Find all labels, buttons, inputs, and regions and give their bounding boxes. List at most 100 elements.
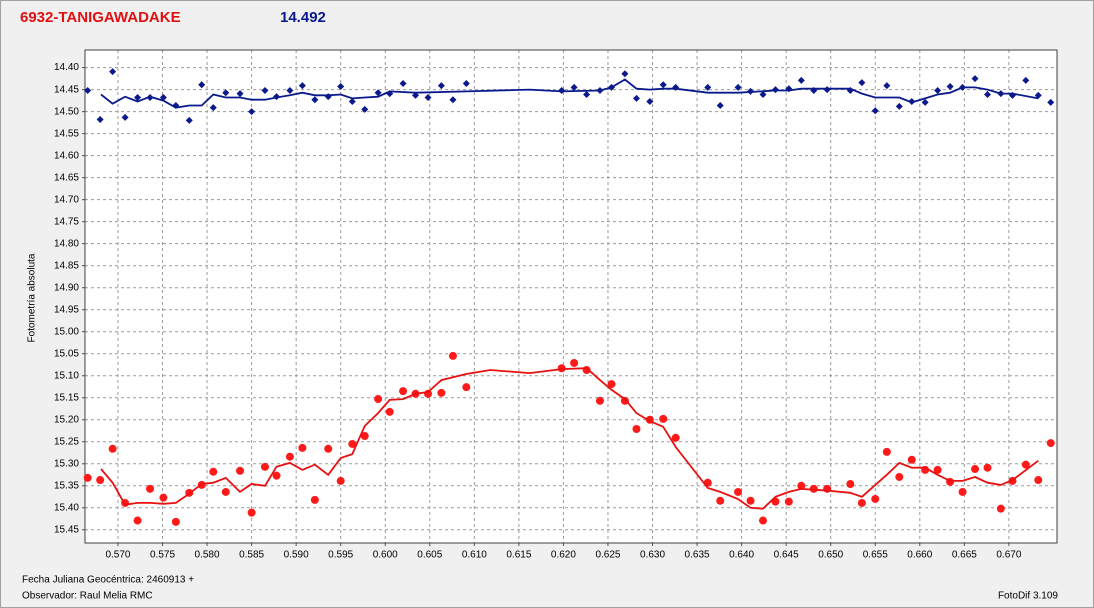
data-point [248, 108, 256, 116]
data-point [83, 473, 92, 482]
chart-subtitle: 14.492 [280, 9, 326, 26]
data-point [261, 86, 269, 94]
data-point [632, 94, 640, 102]
data-point [336, 476, 345, 485]
data-point [399, 79, 407, 87]
x-tick-label: 0.670 [996, 550, 1021, 561]
data-point [946, 83, 954, 91]
x-tick-label: 0.625 [595, 550, 620, 561]
data-point [385, 407, 394, 416]
data-point [759, 90, 767, 98]
data-point [1046, 439, 1055, 448]
x-tick-label: 0.605 [417, 550, 442, 561]
data-point [758, 516, 767, 525]
data-point [399, 387, 408, 396]
data-point [1034, 476, 1043, 485]
data-point [784, 497, 793, 506]
data-point [360, 432, 369, 441]
x-tick-label: 0.655 [863, 550, 888, 561]
x-tick-label: 0.615 [506, 550, 531, 561]
x-tick-label: 0.610 [462, 550, 487, 561]
data-point [858, 79, 866, 87]
data-point [133, 516, 142, 525]
chart-title: 6932-TANIGAWADAKE [20, 9, 181, 26]
data-point [236, 466, 245, 475]
data-point [109, 68, 117, 76]
y-tick-label: 14.85 [54, 260, 79, 271]
data-point [857, 498, 866, 507]
data-point [222, 89, 230, 97]
x-tick-label: 0.620 [551, 550, 576, 561]
data-point [734, 83, 742, 91]
data-point [437, 82, 445, 90]
data-point [198, 81, 206, 89]
x-tick-label: 0.585 [239, 550, 264, 561]
data-point [716, 101, 724, 109]
y-tick-label: 14.50 [54, 106, 79, 117]
y-tick-label: 14.70 [54, 194, 79, 205]
trend-line [100, 367, 1039, 510]
data-point [595, 396, 604, 405]
data-point [374, 89, 382, 97]
data-point [570, 83, 578, 91]
data-point [96, 116, 104, 124]
data-point [996, 504, 1005, 513]
data-point [448, 351, 457, 360]
data-point [247, 508, 256, 517]
data-point [348, 98, 356, 106]
x-tick-label: 0.570 [105, 550, 130, 561]
data-point [159, 493, 168, 502]
plot-area [85, 50, 1057, 543]
data-point [871, 494, 880, 503]
x-tick-label: 0.665 [952, 550, 977, 561]
data-point [324, 444, 333, 453]
data-point [883, 82, 891, 90]
data-point [646, 98, 654, 106]
data-point [134, 94, 142, 102]
observer: Observador: Raul Melia RMC [22, 591, 153, 602]
y-tick-label: 14.75 [54, 216, 79, 227]
x-tick-label: 0.575 [150, 550, 175, 561]
data-point [621, 70, 629, 78]
data-point [437, 388, 446, 397]
y-tick-label: 14.65 [54, 172, 79, 183]
data-point [971, 465, 980, 474]
data-point [716, 496, 725, 505]
y-tick-label: 14.60 [54, 150, 79, 161]
data-point [298, 443, 307, 452]
x-axis-label: Fecha Juliana Geocéntrica: 2460913 + [22, 575, 194, 586]
y-tick-label: 15.05 [54, 348, 79, 359]
data-point [209, 467, 218, 476]
y-tick-label: 15.20 [54, 414, 79, 425]
y-tick-label: 15.10 [54, 370, 79, 381]
data-point [221, 487, 230, 496]
x-tick-label: 0.590 [284, 550, 309, 561]
data-point [704, 83, 712, 91]
x-tick-label: 0.630 [640, 550, 665, 561]
data-point [934, 86, 942, 94]
data-point [361, 105, 369, 113]
data-point [462, 79, 470, 87]
x-tick-label: 0.580 [195, 550, 220, 561]
data-point [607, 380, 616, 389]
data-point [871, 107, 879, 115]
y-tick-label: 14.80 [54, 238, 79, 249]
data-point [907, 455, 916, 464]
data-point [882, 447, 891, 456]
data-point [895, 102, 903, 110]
data-point [209, 104, 217, 112]
y-axis-label: Fotometría absoluta [27, 253, 38, 342]
y-tick-label: 15.15 [54, 392, 79, 403]
data-point [272, 471, 281, 480]
data-point [671, 433, 680, 442]
data-point [659, 81, 667, 89]
data-point [108, 444, 117, 453]
y-tick-label: 14.45 [54, 84, 79, 95]
y-tick-label: 15.25 [54, 436, 79, 447]
y-tick-label: 15.45 [54, 524, 79, 535]
y-tick-label: 14.95 [54, 304, 79, 315]
data-point [1022, 76, 1030, 84]
data-point [412, 91, 420, 99]
y-tick-label: 15.30 [54, 458, 79, 469]
